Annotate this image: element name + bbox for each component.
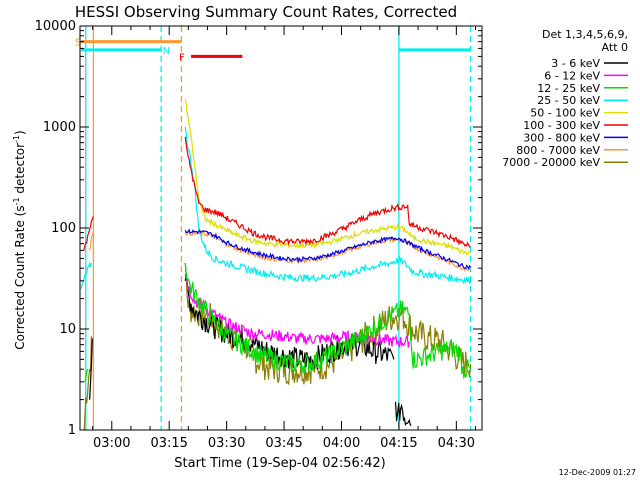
x-tick-label: 04:00: [323, 436, 360, 451]
x-tick-label: 03:15: [150, 436, 187, 451]
y-axis: 1 10 100 1000 10000: [35, 19, 482, 438]
legend-label: 100 - 300 keV: [523, 119, 600, 132]
legend-header-detectors: Det 1,3,4,5,6,9,: [542, 28, 628, 41]
y-axis-label-sup2: -1: [12, 135, 21, 143]
series-line: [89, 232, 94, 251]
x-tick-label: 03:00: [93, 436, 130, 451]
legend-label: 3 - 6 keV: [551, 57, 600, 70]
y-tick-label: 1000: [43, 120, 76, 135]
y-axis-label-sup1: -1: [12, 197, 21, 205]
series-line: [184, 136, 471, 248]
legend-label: 7000 - 20000 keV: [502, 156, 600, 169]
series-line: [80, 261, 93, 289]
legend-label: 6 - 12 keV: [544, 69, 600, 82]
y-tick-label: 10000: [35, 19, 76, 34]
flag-label: F: [179, 52, 185, 63]
y-tick-label: 100: [51, 221, 76, 236]
chart-title: HESSI Observing Summary Count Rates, Cor…: [75, 3, 457, 21]
status-flags: S NF: [75, 38, 471, 63]
flag-label: N: [163, 46, 170, 57]
series-line: [83, 335, 93, 430]
y-axis-label-mid: detector: [13, 143, 27, 198]
x-tick-label: 04:15: [380, 436, 417, 451]
series-line: [184, 262, 472, 380]
series-line: [89, 338, 93, 400]
y-tick-label: 1: [68, 423, 76, 438]
x-axis-label: Start Time (19-Sep-04 02:56:42): [174, 456, 385, 471]
x-tick-label: 04:30: [438, 436, 475, 451]
series-line: [394, 401, 412, 427]
series-line: [184, 126, 472, 285]
series-line: [184, 228, 471, 270]
series-line: [84, 369, 89, 383]
series-line: [184, 98, 471, 256]
x-axis: 03:00 03:15 03:30 03:45 04:00 04:15 04:30: [92, 26, 476, 451]
series-lines: [80, 98, 472, 430]
x-tick-label: 03:30: [208, 436, 245, 451]
flag-label: S: [75, 38, 81, 49]
legend-label: 12 - 25 keV: [537, 82, 600, 95]
x-tick-label: 03:45: [265, 436, 302, 451]
y-axis-label-main: Corrected Count Rate (s: [13, 205, 27, 349]
y-axis-label: Corrected Count Rate (s-1 detector-1): [12, 130, 27, 349]
legend-label: 300 - 800 keV: [523, 131, 600, 144]
series-line: [83, 216, 94, 251]
timestamp-footer: 12-Dec-2009 01:27: [559, 468, 636, 477]
series-line: [184, 273, 410, 349]
legend-label: 50 - 100 keV: [530, 107, 600, 120]
y-axis-label-end: ): [13, 130, 27, 135]
plot-frame: [79, 25, 483, 431]
legend-label: 800 - 7000 keV: [516, 144, 600, 157]
legend-header-attenuator: Att 0: [602, 41, 628, 54]
legend-label: 25 - 50 keV: [537, 94, 600, 107]
y-tick-label: 10: [59, 322, 76, 337]
